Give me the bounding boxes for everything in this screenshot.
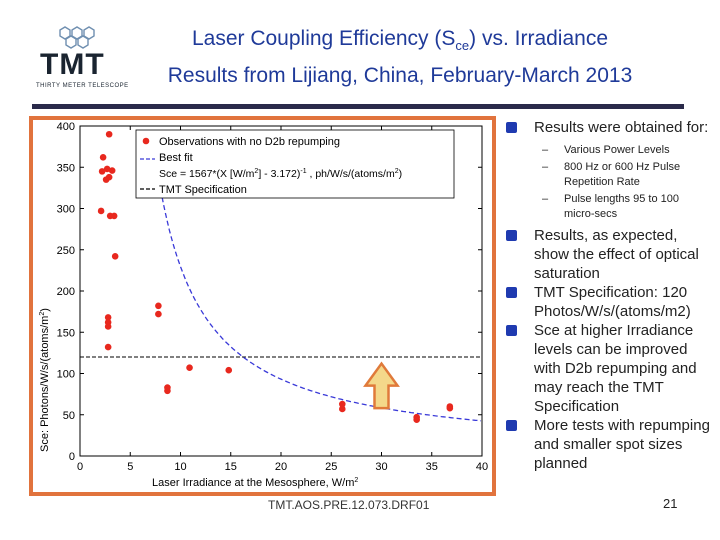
bullet-marker [506, 230, 517, 241]
up-arrow-annotation [363, 361, 400, 410]
data-point [339, 405, 346, 413]
x-tick-label: 20 [275, 461, 287, 473]
y-tick-label: 0 [69, 451, 75, 463]
header-divider [32, 104, 684, 109]
chart-frame: 0 5 10 15 20 25 30 35 40 0 50 100 150 200 250 300 350 40… [29, 116, 496, 496]
tmt-logo: TMT THIRTY METER TELESCOPE [34, 22, 134, 94]
y-tick-labels: 0 50 100 150 200 250 300 350 400 [57, 121, 75, 463]
bullet-item: More tests with repumping and smaller sp… [506, 416, 712, 473]
data-point [98, 168, 106, 175]
bullet-item: Results were obtained for: [506, 118, 712, 137]
data-point [164, 387, 171, 395]
data-point [108, 167, 116, 174]
bullet-item: Sce at higher Irradiance levels can be i… [506, 321, 712, 416]
x-tick-labels: 0 5 10 15 20 25 30 35 40 [77, 461, 488, 473]
data-point [155, 310, 162, 318]
x-tick-label: 0 [77, 461, 83, 473]
scatter-chart: 0 5 10 15 20 25 30 35 40 0 50 100 150 200 250 300 350 40… [33, 120, 492, 492]
page-title: Laser Coupling Efficiency (Sce) vs. Irra… [130, 24, 670, 91]
x-tick-label: 15 [225, 461, 237, 473]
data-point [105, 130, 113, 138]
logo-text: TMT [40, 48, 105, 81]
y-tick-label: 300 [57, 204, 75, 216]
bullet-marker [506, 325, 517, 336]
x-tick-label: 30 [375, 461, 387, 473]
data-point [155, 302, 162, 310]
bullet-marker [506, 287, 517, 298]
data-point [102, 176, 110, 183]
legend-marker-observations [142, 137, 150, 145]
data-point [104, 314, 112, 321]
legend-label-spec: TMT Specification [159, 184, 247, 196]
y-tick-label: 250 [57, 245, 75, 257]
data-point [111, 253, 119, 260]
x-tick-label: 40 [476, 461, 488, 473]
y-tick-label: 150 [57, 327, 75, 339]
data-point [104, 343, 112, 351]
title-line-2: Results from Lijiang, China, February-Ma… [167, 64, 633, 88]
legend-fit-equation: Sce = 1567*(X [W/m2] - 3.172)-1 , ph/W/s… [159, 168, 402, 180]
data-point [99, 154, 107, 161]
hexagon-mirror-icon [59, 26, 95, 49]
legend-box [135, 129, 455, 199]
sub-bullet-item: – Various Power Levels [542, 144, 670, 156]
data-point [413, 416, 420, 424]
x-tick-label: 35 [426, 461, 438, 473]
data-point [339, 400, 346, 408]
data-point [186, 364, 193, 372]
data-point [110, 212, 118, 220]
x-tick-label: 5 [127, 461, 133, 473]
y-tick-label: 400 [57, 121, 75, 133]
bullet-item: TMT Specification: 120 Photos/W/s/(atoms… [506, 283, 712, 321]
legend-label-fit: Best fit [159, 152, 193, 164]
x-tick-label: 10 [174, 461, 186, 473]
x-tick-label: 25 [325, 461, 337, 473]
data-point [104, 323, 112, 330]
page-number: 21 [663, 496, 678, 511]
bullet-item: Results, as expected, show the effect of… [506, 226, 712, 283]
axis-ticks [79, 125, 483, 457]
x-axis-label: Laser Irradiance at the Mesosphere, W/m2 [152, 477, 358, 489]
best-fit-curve [151, 134, 482, 422]
y-tick-label: 50 [63, 410, 75, 422]
bullet-marker [506, 122, 517, 133]
document-id: TMT.AOS.PRE.12.073.DRF01 [268, 498, 430, 512]
title-line-1: Laser Coupling Efficiency (Sce) vs. Irra… [191, 27, 609, 54]
y-tick-label: 100 [57, 369, 75, 381]
y-tick-label: 200 [57, 286, 75, 298]
legend: Observations with no D2b repumping Best … [135, 129, 455, 199]
bullet-marker [506, 420, 517, 431]
legend-label-observations: Observations with no D2b repumping [159, 136, 340, 148]
y-tick-label: 350 [57, 162, 75, 174]
data-points [97, 130, 454, 424]
bullet-list: Results were obtained for: – Various Powe… [506, 118, 712, 473]
data-point [446, 404, 454, 412]
sub-bullet-item: – Pulse lengths 95 to 100 micro-secs [542, 193, 679, 220]
data-point [103, 165, 111, 173]
data-point [225, 366, 233, 374]
y-axis-label: Sce: Photons/W/s/(atoms/m2) [39, 308, 51, 452]
sub-bullet-item: –800 Hz or 600 Hz Pulse Repetition Rate [542, 161, 681, 188]
logo-subtext: THIRTY METER TELESCOPE [36, 83, 129, 89]
data-point [97, 207, 105, 215]
